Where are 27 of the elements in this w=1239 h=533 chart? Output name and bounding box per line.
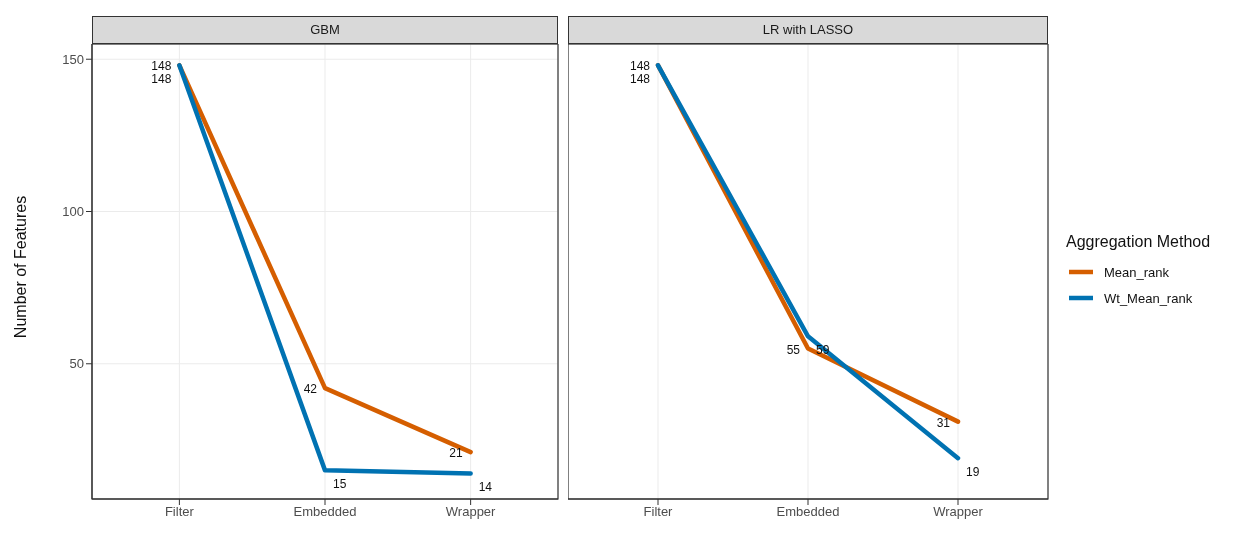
x-tick-label: Filter bbox=[164, 504, 195, 520]
legend-label: Mean_rank bbox=[1104, 264, 1170, 280]
chart-title: LR with LASSO bbox=[568, 16, 1048, 44]
x-tick-label: Wrapper bbox=[445, 504, 497, 520]
data-label: 148 bbox=[629, 59, 651, 74]
y-tick-label: 100 bbox=[62, 204, 84, 220]
data-label: 148 bbox=[151, 72, 172, 87]
data-label: 21 bbox=[449, 446, 463, 461]
x-tick-label: Embedded bbox=[776, 504, 840, 520]
chart-title: GBM bbox=[92, 16, 558, 44]
x-tick-label: Wrapper bbox=[933, 504, 984, 520]
x-tick-label: Filter bbox=[643, 504, 674, 520]
data-label: 148 bbox=[629, 72, 651, 87]
data-label: 148 bbox=[151, 59, 172, 74]
data-label: 42 bbox=[303, 382, 318, 397]
data-label: 31 bbox=[936, 415, 951, 430]
y-tick-label: 150 bbox=[62, 51, 84, 67]
data-label: 14 bbox=[478, 480, 493, 495]
y-tick-label: 50 bbox=[69, 356, 84, 372]
data-label: 55 bbox=[786, 342, 801, 357]
legend-label: Wt_Mean_rank bbox=[1104, 290, 1193, 306]
data-label: 19 bbox=[966, 465, 980, 480]
x-tick-label: Embedded bbox=[293, 504, 357, 520]
legend-title: Aggregation Method bbox=[1066, 233, 1211, 251]
y-axis-title: Number of Features bbox=[12, 195, 30, 338]
data-label: 15 bbox=[333, 477, 347, 492]
data-label: 59 bbox=[816, 343, 830, 358]
